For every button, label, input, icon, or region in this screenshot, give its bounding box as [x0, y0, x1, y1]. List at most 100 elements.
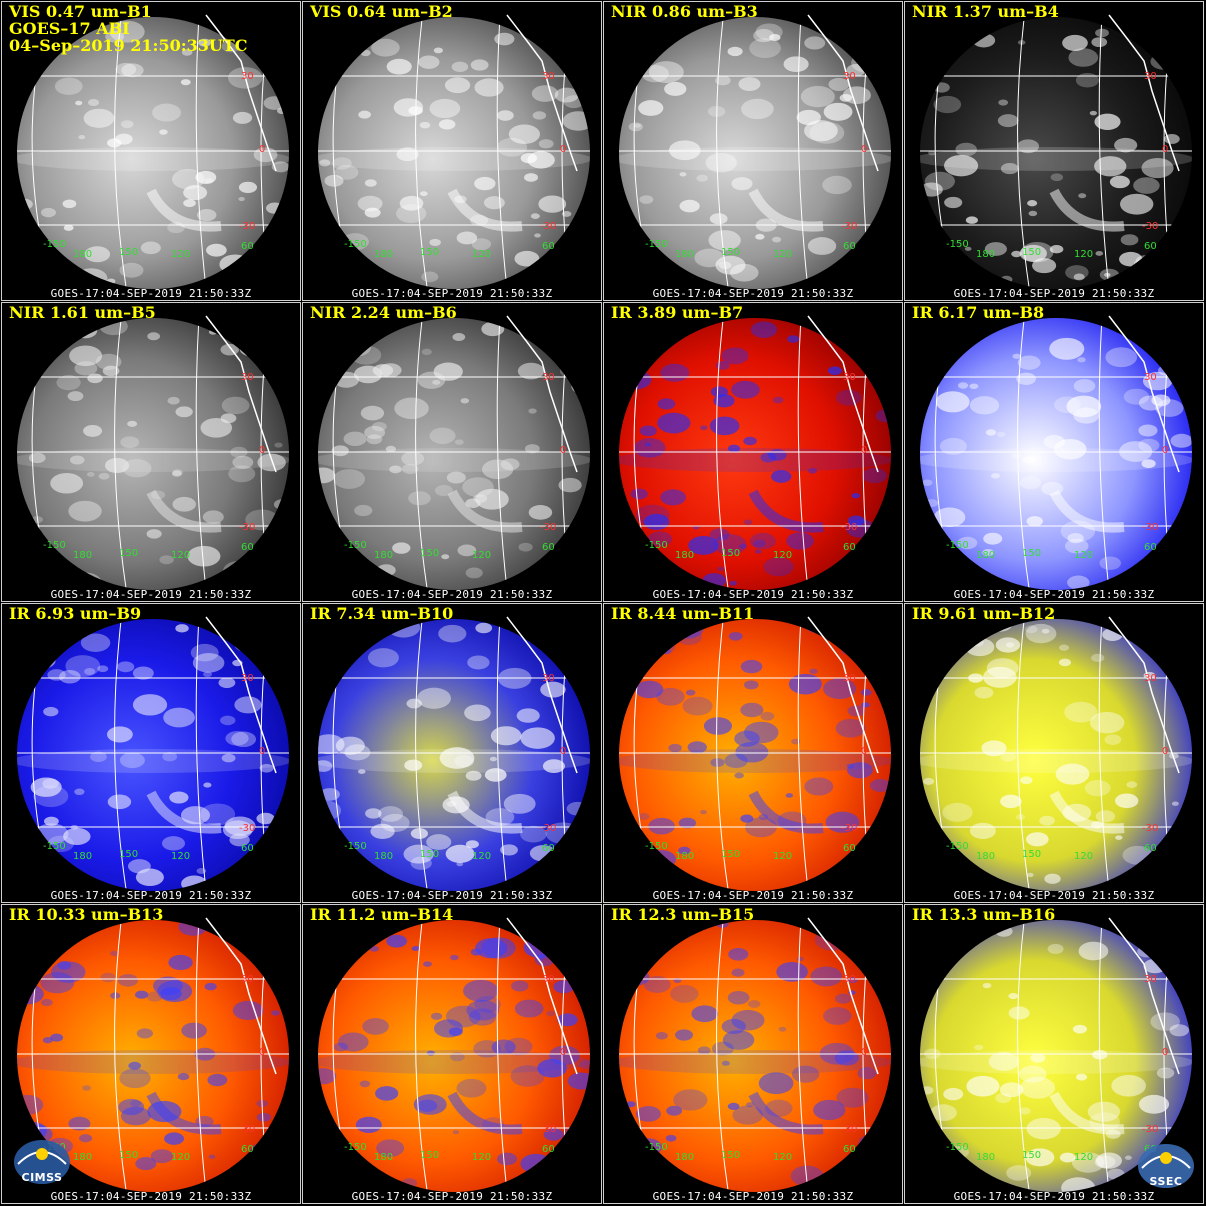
- panel-footer-timestamp: GOES-17:04-SEP-2019 21:50:33Z: [652, 287, 854, 300]
- latitude-label: 0: [1162, 144, 1168, 155]
- panel-footer-timestamp: GOES-17:04-SEP-2019 21:50:33Z: [351, 1190, 553, 1203]
- longitude-label: 120: [472, 249, 491, 260]
- latitude-label: -30: [540, 221, 556, 232]
- longitude-label: -150: [946, 540, 969, 551]
- latitude-label: 30: [1144, 71, 1157, 82]
- longitude-label: 180: [976, 1152, 995, 1163]
- longitude-label: 180: [374, 249, 393, 260]
- cimss-logo: CIMSS: [10, 1134, 74, 1186]
- latitude-label: 0: [1162, 1047, 1168, 1058]
- longitude-label: 180: [73, 550, 92, 561]
- longitude-label: -150: [645, 540, 668, 551]
- band-panel: 30 0 -30 -150 180 150 120 60 IR 11.2 um–B14 GOES-…: [302, 904, 602, 1204]
- longitude-label: 150: [1022, 849, 1041, 860]
- latitude-label: 30: [843, 372, 856, 383]
- longitude-label: 120: [171, 550, 190, 561]
- band-title: IR 8.44 um–B11: [611, 604, 755, 623]
- panel-footer-timestamp: GOES-17:04-SEP-2019 21:50:33Z: [50, 1190, 252, 1203]
- band-title: IR 13.3 um–B16: [912, 905, 1056, 924]
- longitude-label: -150: [43, 841, 66, 852]
- longitude-label: 60: [542, 1144, 555, 1155]
- panel-footer-timestamp: GOES-17:04-SEP-2019 21:50:33Z: [652, 889, 854, 902]
- latitude-label: 30: [1144, 372, 1157, 383]
- longitude-label: 60: [241, 542, 254, 553]
- longitude-label: 60: [843, 542, 856, 553]
- latitude-label: 0: [560, 1047, 566, 1058]
- latitude-label: -30: [841, 221, 857, 232]
- latitude-label: 30: [1144, 673, 1157, 684]
- panel-footer-timestamp: GOES-17:04-SEP-2019 21:50:33Z: [50, 287, 252, 300]
- panel-footer-timestamp: GOES-17:04-SEP-2019 21:50:33Z: [351, 588, 553, 601]
- band-panel: 30 0 -30 -150 180 150 120 60 VIS 0.47 um–B1 GOES–…: [1, 1, 301, 301]
- latitude-label: -30: [540, 522, 556, 533]
- longitude-label: 150: [721, 247, 740, 258]
- latitude-label: -30: [1142, 823, 1158, 834]
- band-panel: 30 0 -30 -150 180 150 120 60 IR 7.34 um–B10 GOES-…: [302, 603, 602, 903]
- band-panel: 30 0 -30 -150 180 150 120 60 NIR 0.86 um–B3 GOES-…: [603, 1, 903, 301]
- longitude-label: 60: [241, 241, 254, 252]
- longitude-label: 180: [73, 249, 92, 260]
- band-panel: 30 0 -30 -150 180 150 120 60 IR 12.3 um–B15 GOES-…: [603, 904, 903, 1204]
- latitude-label: 30: [241, 673, 254, 684]
- latitude-label: 30: [542, 974, 555, 985]
- latitude-label: -30: [1142, 522, 1158, 533]
- band-panel: 30 0 -30 -150 180 150 120 60 IR 3.89 um–B7 GOES-1…: [603, 302, 903, 602]
- longitude-label: 180: [675, 550, 694, 561]
- longitude-label: 150: [420, 849, 439, 860]
- longitude-label: -150: [344, 841, 367, 852]
- band-panel: 30 0 -30 -150 180 150 120 60 NIR 1.37 um–B4 GOES-…: [904, 1, 1204, 301]
- longitude-label: 150: [119, 849, 138, 860]
- longitude-label: 120: [171, 1152, 190, 1163]
- latitude-label: -30: [239, 221, 255, 232]
- longitude-label: 150: [420, 247, 439, 258]
- latitude-label: 0: [259, 746, 265, 757]
- latitude-label: 0: [259, 144, 265, 155]
- longitude-label: 150: [1022, 548, 1041, 559]
- band-title: NIR 1.37 um–B4: [912, 2, 1059, 21]
- band-panel: 30 0 -30 -150 180 150 120 60 VIS 0.64 um–B2 GOES-…: [302, 1, 602, 301]
- longitude-label: 180: [374, 550, 393, 561]
- latitude-label: 0: [560, 746, 566, 757]
- longitude-label: 120: [1074, 550, 1093, 561]
- longitude-label: 120: [773, 851, 792, 862]
- longitude-label: 180: [976, 851, 995, 862]
- band-panel: 30 0 -30 -150 180 150 120 60 IR 8.44 um–B11 GOES-…: [603, 603, 903, 903]
- longitude-label: -150: [946, 1142, 969, 1153]
- latitude-label: 0: [259, 1047, 265, 1058]
- band-title: IR 12.3 um–B15: [611, 905, 755, 924]
- band-title: NIR 2.24 um–B6: [310, 303, 457, 322]
- longitude-label: 60: [542, 241, 555, 252]
- band-panel: 30 0 -30 -150 180 150 120 60 IR 6.17 um–B8 GOES-1…: [904, 302, 1204, 602]
- panel-footer-timestamp: GOES-17:04-SEP-2019 21:50:33Z: [652, 588, 854, 601]
- latitude-label: 30: [241, 71, 254, 82]
- timestamp-label: 04–Sep–2019 21:50:33UTC: [9, 36, 248, 55]
- latitude-label: 30: [542, 372, 555, 383]
- band-panel: 30 0 -30 -150 180 150 120 60 IR 6.93 um–B9 GOES-1…: [1, 603, 301, 903]
- longitude-label: 180: [675, 851, 694, 862]
- band-title: NIR 0.86 um–B3: [611, 2, 758, 21]
- band-panel: 30 0 -30 -150 180 150 120 60 NIR 2.24 um–B6 GOES-…: [302, 302, 602, 602]
- longitude-label: 60: [843, 241, 856, 252]
- latitude-label: 0: [560, 445, 566, 456]
- band-title: IR 6.93 um–B9: [9, 604, 142, 623]
- longitude-label: 120: [472, 550, 491, 561]
- latitude-label: -30: [1142, 221, 1158, 232]
- longitude-label: -150: [344, 540, 367, 551]
- longitude-label: -150: [645, 1142, 668, 1153]
- panel-footer-timestamp: GOES-17:04-SEP-2019 21:50:33Z: [953, 287, 1155, 300]
- latitude-label: -30: [841, 1124, 857, 1135]
- longitude-label: 150: [119, 247, 138, 258]
- longitude-label: 120: [171, 249, 190, 260]
- latitude-label: 30: [542, 673, 555, 684]
- latitude-label: -30: [239, 1124, 255, 1135]
- panel-footer-timestamp: GOES-17:04-SEP-2019 21:50:33Z: [351, 889, 553, 902]
